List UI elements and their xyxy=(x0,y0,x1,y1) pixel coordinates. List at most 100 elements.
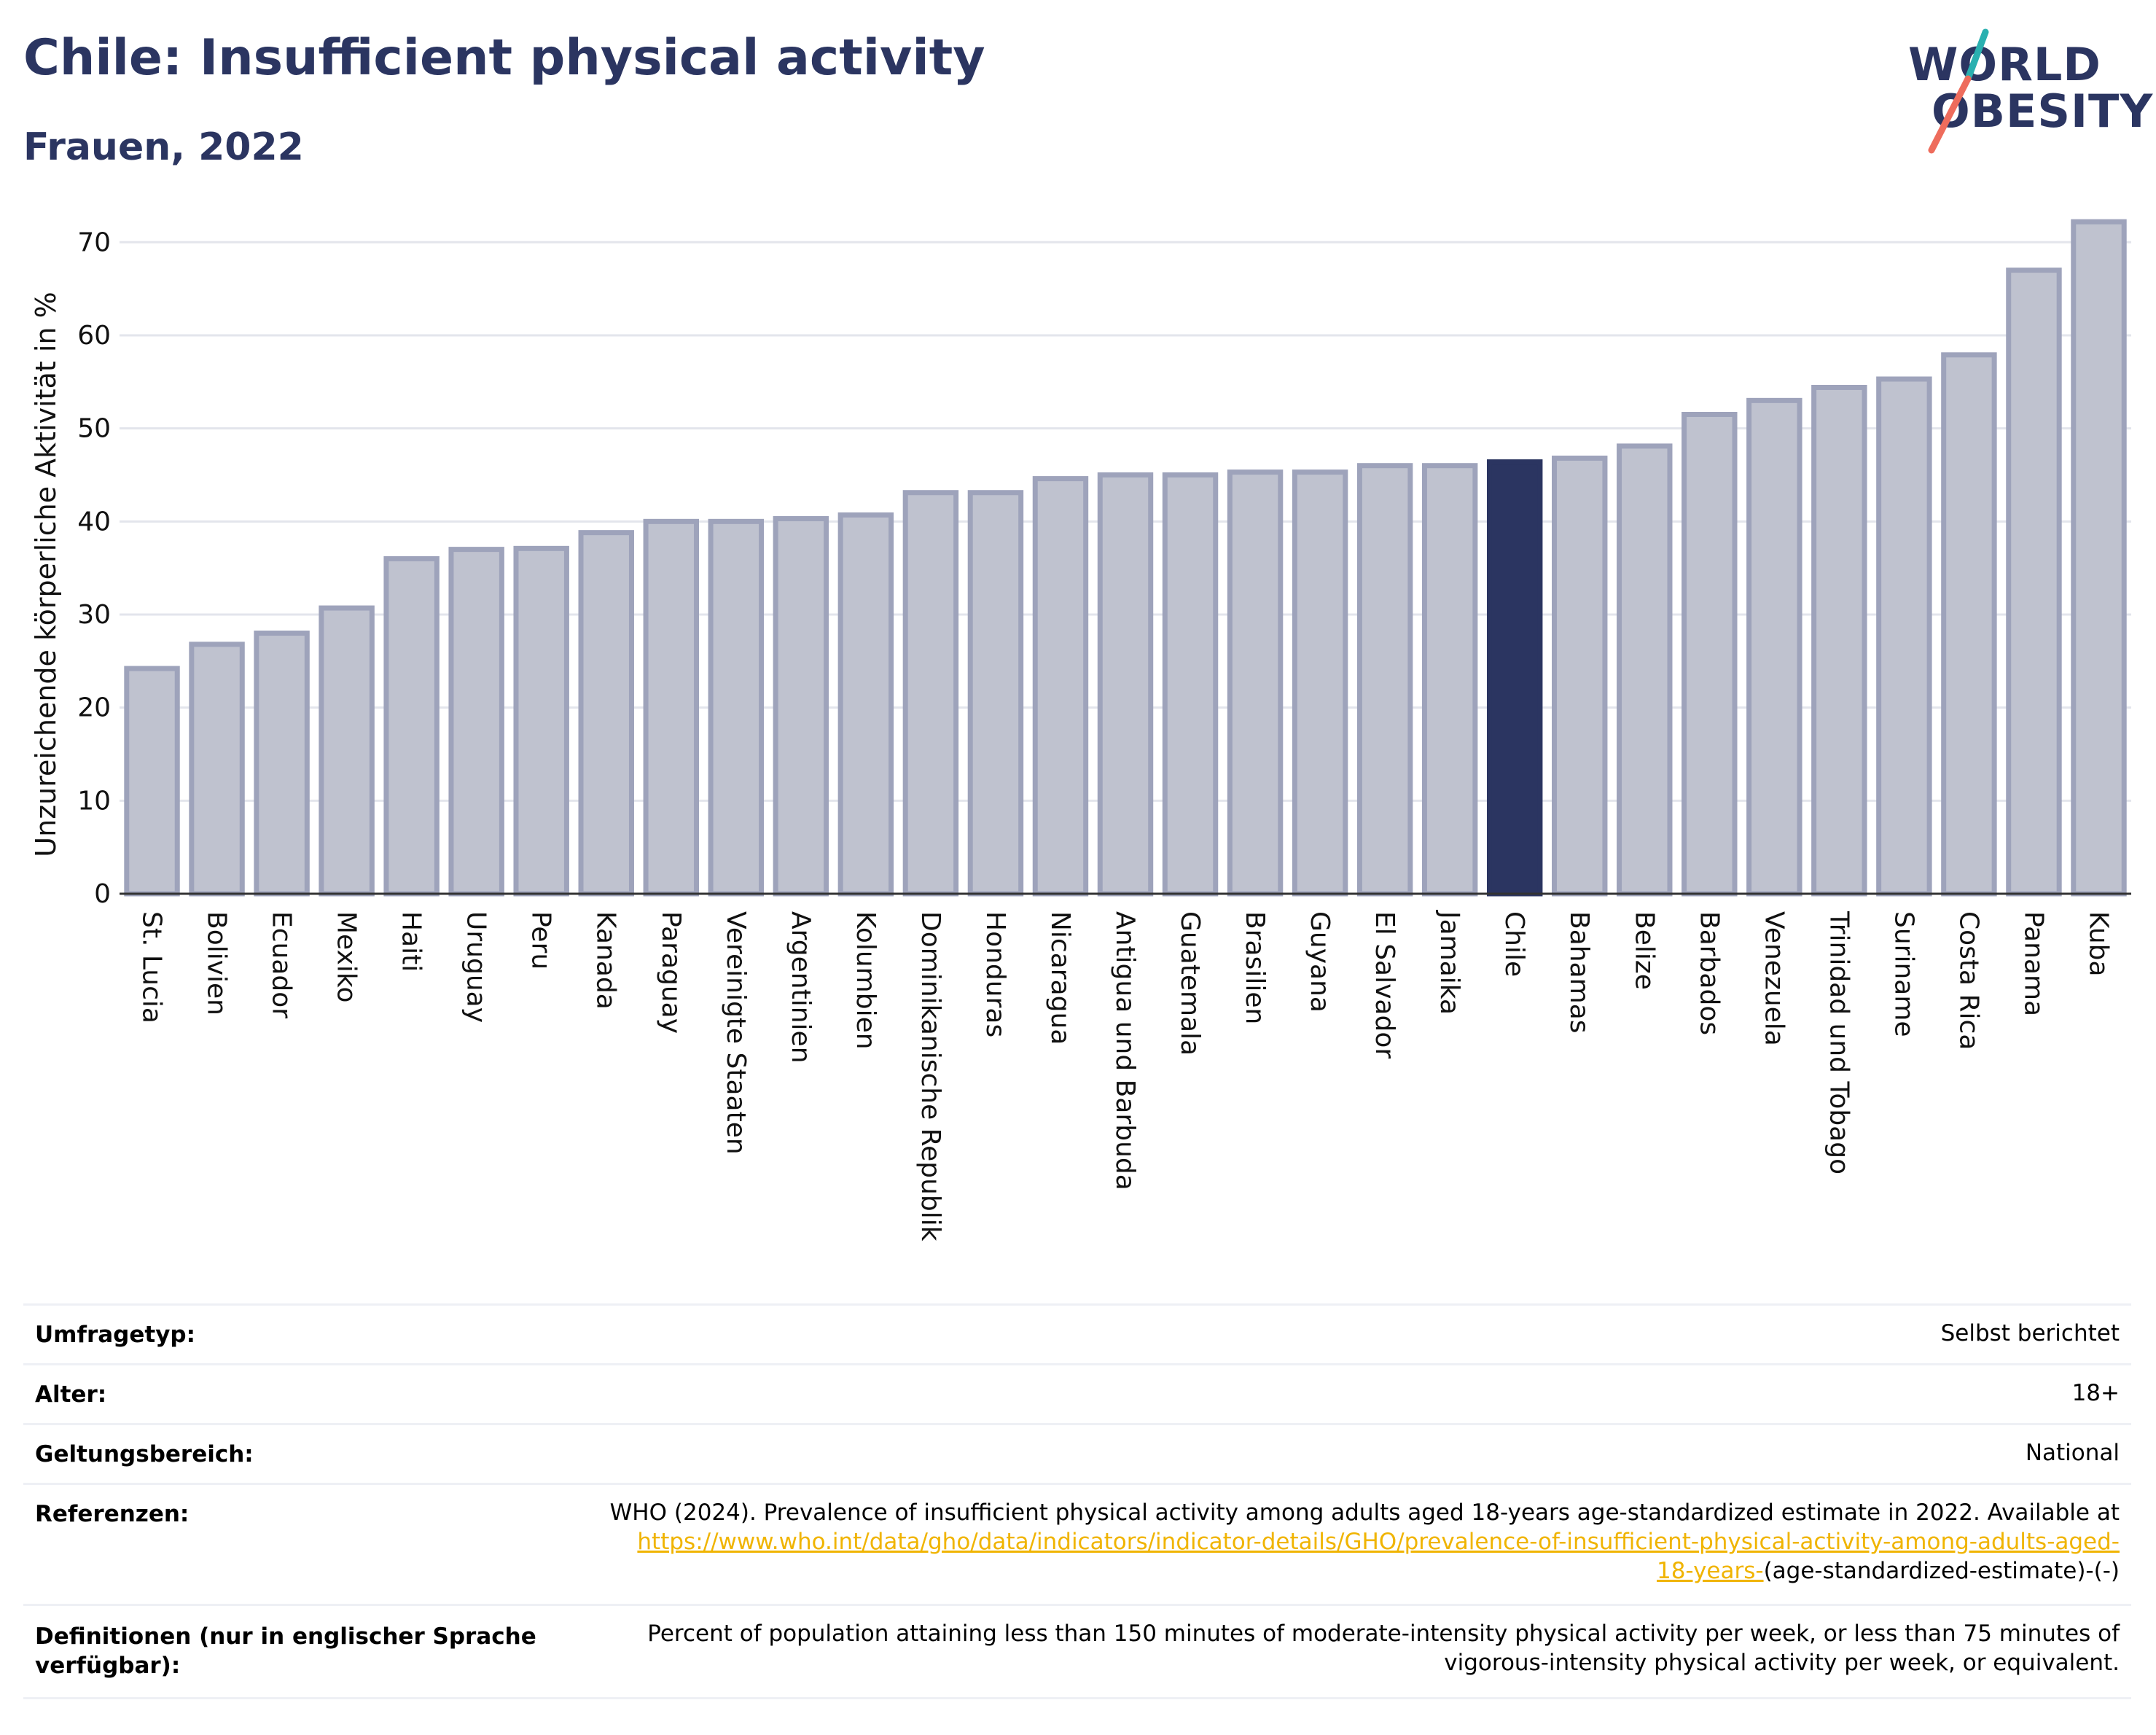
x-tick-label: Peru xyxy=(526,911,556,970)
bar xyxy=(1162,472,1219,897)
definitions-label: Definitionen (nur in englischer Sprache … xyxy=(35,1622,536,1680)
x-tick-label: Trinidad und Tobago xyxy=(1824,911,1854,1174)
bar xyxy=(967,490,1024,897)
x-tick-label: Mexiko xyxy=(332,911,362,1002)
x-tick-label: Guyana xyxy=(1305,911,1335,1013)
bar xyxy=(1617,443,1673,897)
bar xyxy=(1097,472,1154,897)
x-tick-label: Brasilien xyxy=(1240,911,1270,1024)
chart-subtitle: Frauen, 2022 xyxy=(23,125,304,169)
x-tick-label: Guatemala xyxy=(1175,911,1205,1056)
age-label: Alter: xyxy=(35,1381,107,1408)
x-tick-label: Antigua und Barbuda xyxy=(1110,911,1140,1190)
x-tick-label: Uruguay xyxy=(461,911,491,1023)
meta-row-survey: Umfragetyp: Selbst berichtet xyxy=(23,1303,2131,1364)
y-tick-label: 0 xyxy=(94,879,111,909)
x-tick-label: Kolumbien xyxy=(851,911,880,1050)
x-tick-label: El Salvador xyxy=(1370,911,1399,1058)
reference-link-part1[interactable]: https://www.who.int/data/gho/data/indica… xyxy=(637,1529,2120,1555)
x-tick-labels: St. Lucia Bolivien Ecuador Mexiko Haiti Urugu… xyxy=(137,910,2114,1241)
bar xyxy=(578,530,634,897)
references-text: WHO (2024). Prevalence of insufficient p… xyxy=(609,1500,2120,1526)
x-tick-label: Belize xyxy=(1629,911,1659,990)
meta-row-scope: Geltungsbereich: National xyxy=(23,1423,2131,1483)
definitions-label-line1: Definitionen (nur in englischer Sprache xyxy=(35,1623,536,1650)
definitions-text-line1: Percent of population attaining less tha… xyxy=(647,1621,2120,1647)
chart-title: Chile: Insufficient physical activity xyxy=(23,29,985,87)
x-tick-label: Haiti xyxy=(397,911,426,972)
bar xyxy=(1356,463,1413,897)
y-tick-label: 10 xyxy=(77,786,111,816)
bars xyxy=(124,219,2127,897)
bar xyxy=(319,605,375,897)
y-tick-label: 50 xyxy=(77,414,111,444)
bar xyxy=(1941,352,1997,897)
bar xyxy=(1032,476,1089,897)
logo-slash-icon xyxy=(1928,28,1989,154)
bar xyxy=(254,631,310,897)
meta-row-definitions: Definitionen (nur in englischer Sprache … xyxy=(23,1604,2131,1698)
x-tick-label: St. Lucia xyxy=(137,911,167,1024)
bar xyxy=(1292,469,1348,897)
x-tick-label: Bolivien xyxy=(202,911,232,1015)
y-tick-label: 40 xyxy=(77,507,111,537)
y-tick-label: 30 xyxy=(77,600,111,630)
bar xyxy=(1227,469,1284,897)
bar xyxy=(773,515,829,897)
world-obesity-logo: WORLD OBESITY xyxy=(1895,22,2152,160)
bar xyxy=(1552,455,1608,897)
y-tick-label: 60 xyxy=(77,321,111,351)
bar xyxy=(1746,397,1802,897)
x-tick-label: Venezuela xyxy=(1759,911,1789,1046)
definitions-text-line2: vigorous-intensity physical activity per… xyxy=(1444,1650,2120,1676)
x-tick-label: Chile xyxy=(1499,911,1529,977)
references-label: Referenzen: xyxy=(35,1501,190,1527)
y-tick-label: 20 xyxy=(77,693,111,723)
meta-row-references: Referenzen: WHO (2024). Prevalence of in… xyxy=(23,1483,2131,1606)
bar xyxy=(2006,268,2062,897)
age-value: 18+ xyxy=(2071,1380,2120,1406)
x-tick-label: Costa Rica xyxy=(1953,911,1983,1050)
x-tick-label: Argentinien xyxy=(786,911,816,1064)
meta-bottom-divider xyxy=(23,1697,2131,1699)
meta-row-age: Alter: 18+ xyxy=(23,1363,2131,1424)
scope-label: Geltungsbereich: xyxy=(35,1441,254,1467)
bar xyxy=(124,666,180,897)
x-tick-label: Panama xyxy=(2018,911,2048,1016)
definitions-value: Percent of population attaining less tha… xyxy=(647,1619,2120,1677)
bar xyxy=(1811,384,1867,897)
survey-label: Umfragetyp: xyxy=(35,1322,195,1348)
bar xyxy=(448,547,504,897)
bar xyxy=(708,518,765,897)
x-tick-label: Bahamas xyxy=(1564,911,1594,1034)
bar-highlight xyxy=(1486,459,1543,897)
x-tick-label: Paraguay xyxy=(656,911,686,1034)
axes: 0 10 20 30 40 50 60 70 xyxy=(77,227,2131,909)
bar xyxy=(383,555,440,897)
x-tick-label: Suriname xyxy=(1889,911,1918,1037)
bar xyxy=(513,545,569,897)
y-tick-label: 70 xyxy=(77,227,111,257)
x-tick-label: Kuba xyxy=(2083,911,2113,977)
definitions-label-line2: verfügbar): xyxy=(35,1653,181,1679)
bar xyxy=(902,490,959,897)
scope-value: National xyxy=(2025,1440,2120,1466)
x-tick-label: Kanada xyxy=(591,911,621,1010)
logo-line-2: OBESITY xyxy=(1932,85,2154,138)
survey-value: Selbst berichtet xyxy=(1940,1320,2120,1346)
y-axis-label: Unzureichende körperliche Aktivität in % xyxy=(30,292,62,857)
reference-link-part2[interactable]: 18-years- xyxy=(1656,1558,1764,1584)
x-tick-label: Vereinigte Staaten xyxy=(721,911,751,1155)
bar-chart: 0 10 20 30 40 50 60 70 St. Lucia Bolivien Ecuador… xyxy=(30,219,2131,1241)
bar xyxy=(643,518,699,897)
x-tick-label: Jamaika xyxy=(1434,910,1464,1015)
logo-line-1: WORLD xyxy=(1908,38,2101,91)
references-value: WHO (2024). Prevalence of insufficient p… xyxy=(610,1498,2120,1586)
x-tick-label: Dominikanische Republik xyxy=(915,911,945,1241)
reference-tail: (age-standardized-estimate)-(-) xyxy=(1763,1558,2120,1584)
bar xyxy=(189,642,245,897)
bar xyxy=(1421,463,1478,897)
bar xyxy=(2071,219,2127,897)
bar xyxy=(837,512,894,897)
x-tick-label: Ecuador xyxy=(267,911,297,1018)
